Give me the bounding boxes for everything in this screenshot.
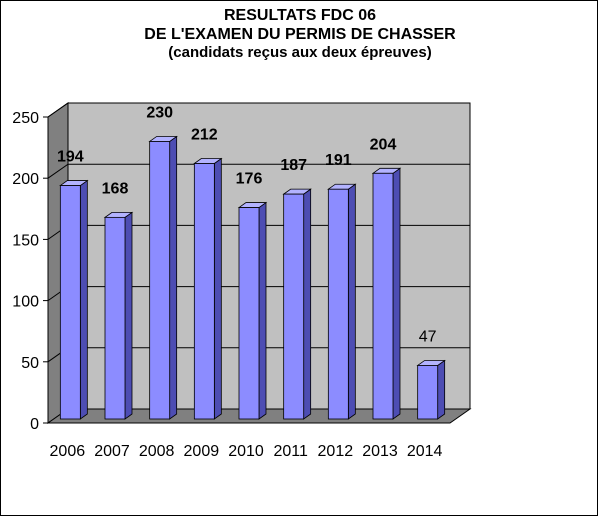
bar-2008: [148, 135, 178, 420]
bar-2006: [59, 179, 89, 420]
bar-side: [169, 135, 178, 420]
bar-2013: [371, 167, 402, 420]
bar-front: [104, 216, 126, 420]
x-tick-label-2006: 2006: [50, 443, 86, 460]
data-label-2013: 204: [370, 136, 397, 153]
bar-side: [303, 188, 312, 420]
bar-front: [327, 188, 349, 420]
bar-2011: [282, 188, 312, 420]
data-label-2009: 212: [191, 127, 218, 144]
chart-title-block: RESULTATS FDC 06 DE L'EXAMEN DU PERMIS D…: [0, 6, 600, 62]
chart-title-line-1: RESULTATS FDC 06: [223, 7, 376, 24]
x-tick-label-2011: 2011: [273, 443, 308, 460]
bar-side: [392, 167, 401, 420]
bar-2010: [237, 201, 268, 420]
x-tick-label-2009: 2009: [184, 443, 220, 460]
x-tick-label-2014: 2014: [407, 443, 443, 460]
data-label-2008: 230: [146, 104, 173, 121]
data-label-2014: 47: [419, 328, 437, 345]
y-tick-label: 100: [12, 294, 39, 311]
x-tick-label-2012: 2012: [318, 443, 354, 460]
y-tick-label: 250: [12, 110, 39, 127]
gridline: [47, 102, 470, 118]
x-tick-label-2008: 2008: [139, 443, 175, 460]
bar-front: [372, 172, 394, 420]
chart-title-line-2: DE L'EXAMEN DU PERMIS DE CHASSER: [144, 26, 456, 43]
bar-side: [124, 211, 133, 420]
chart-subtitle: (candidats reçus aux deux épreuves): [168, 44, 432, 61]
bar-2012: [327, 183, 357, 420]
bar-front: [59, 185, 81, 420]
bar-front: [193, 163, 215, 420]
data-label-2011: 187: [280, 157, 307, 174]
bar-front: [149, 141, 171, 420]
x-tick-label-2013: 2013: [362, 443, 398, 460]
bar-front: [283, 193, 305, 420]
data-label-2010: 176: [236, 171, 263, 188]
y-tick-label: 200: [12, 171, 39, 188]
bar-2009: [193, 157, 223, 420]
bar-2007: [103, 211, 134, 420]
bar-front: [238, 207, 260, 420]
bar-side: [347, 183, 356, 420]
bar-side: [437, 359, 446, 420]
bar-side: [79, 179, 88, 420]
bar-side: [258, 201, 267, 420]
y-tick-label: 0: [30, 416, 39, 433]
x-tick-label-2010: 2010: [228, 443, 264, 460]
data-label-2007: 168: [102, 180, 129, 197]
y-tick-label: 50: [21, 355, 39, 372]
gridline: [47, 163, 470, 179]
data-label-2006: 194: [57, 149, 84, 166]
bar-side: [213, 157, 222, 420]
bar-2014: [416, 359, 446, 420]
y-tick-label: 150: [12, 232, 39, 249]
x-tick-label-2007: 2007: [94, 443, 130, 460]
bar-front: [417, 365, 439, 420]
data-label-2012: 191: [325, 152, 352, 169]
